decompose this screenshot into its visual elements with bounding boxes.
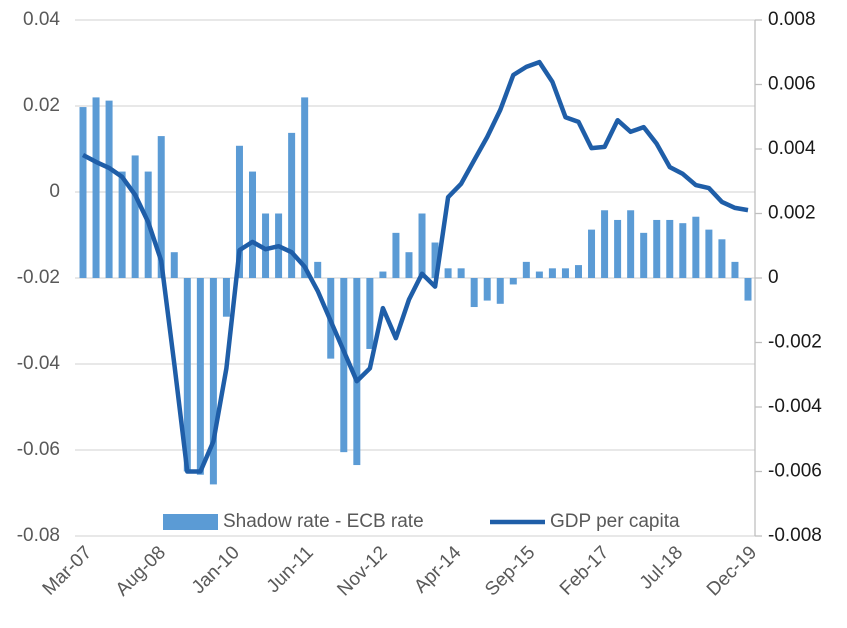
x-tick-label: Nov-12 (333, 542, 391, 600)
legend-label: GDP per capita (550, 511, 680, 532)
y-tick-label: 0.02 (23, 95, 60, 116)
y-tick-label: -0.02 (17, 267, 60, 288)
bar (653, 219, 661, 278)
bar (509, 278, 517, 285)
x-tick-label: Dec-19 (703, 542, 761, 600)
bar (640, 232, 648, 278)
bar (744, 278, 752, 301)
bar (483, 278, 491, 301)
bar (548, 268, 556, 278)
y-tick-label: 0 (49, 181, 60, 202)
bar (470, 278, 478, 308)
bar (183, 278, 191, 472)
x-tick-label: Jul-18 (636, 542, 687, 593)
bar (340, 278, 348, 453)
x-tick-label: Feb-17 (556, 542, 613, 599)
x-tick-label: Sep-15 (481, 542, 539, 600)
bar (666, 219, 674, 278)
bar (157, 136, 165, 278)
y2-tick-label: 0.002 (768, 203, 816, 224)
bar (92, 97, 100, 279)
line (81, 59, 749, 474)
y2-tick-label: -0.006 (768, 461, 822, 482)
x-tick-label: Jun-11 (263, 542, 318, 597)
y2-tick-label: -0.008 (768, 525, 822, 546)
x-tick-label: Apr-14 (410, 542, 465, 597)
bar (79, 107, 87, 278)
bar (118, 171, 126, 278)
y2-tick-label: -0.004 (768, 396, 822, 417)
y2-tick-label: 0.006 (768, 74, 816, 95)
bar (535, 271, 543, 278)
bar (496, 278, 504, 304)
bar (301, 97, 309, 279)
bar (431, 242, 439, 278)
bar (170, 252, 178, 278)
bar (314, 261, 322, 278)
bar (353, 278, 361, 466)
bar (392, 232, 400, 278)
y-tick-label: -0.08 (17, 525, 60, 546)
x-tick-label: Aug-08 (112, 542, 170, 600)
bar (222, 278, 230, 317)
bar (692, 216, 700, 278)
bar (588, 229, 596, 278)
bar (457, 268, 465, 278)
bar (379, 271, 387, 278)
bar (131, 155, 139, 278)
bar (235, 145, 243, 278)
bar (574, 265, 582, 278)
bar (196, 278, 204, 475)
bar (418, 213, 426, 278)
bar (561, 268, 569, 278)
bar (522, 261, 530, 278)
bar (262, 213, 270, 278)
y2-tick-label: 0.008 (768, 9, 816, 30)
y2-tick-label: 0 (768, 267, 779, 288)
bar (366, 278, 374, 349)
bar (249, 171, 257, 278)
legend-swatch (163, 514, 218, 530)
x-tick-label: Jan-10 (188, 542, 244, 598)
bar (288, 132, 296, 278)
bar (627, 210, 635, 278)
bar (718, 239, 726, 278)
legend-label: Shadow rate - ECB rate (223, 511, 424, 532)
bar (731, 261, 739, 278)
bar (679, 223, 687, 278)
y2-tick-label: -0.002 (768, 332, 822, 353)
x-tick-label: Mar-07 (39, 542, 96, 599)
y-tick-label: 0.04 (23, 9, 60, 30)
y-tick-label: -0.06 (17, 439, 60, 460)
y2-tick-label: 0.004 (768, 138, 816, 159)
bar (105, 100, 113, 278)
bar (444, 268, 452, 278)
bar (209, 278, 217, 485)
bar (601, 210, 609, 278)
bar (614, 219, 622, 278)
y-tick-label: -0.04 (17, 353, 61, 374)
bar (705, 229, 713, 278)
bar (405, 252, 413, 278)
